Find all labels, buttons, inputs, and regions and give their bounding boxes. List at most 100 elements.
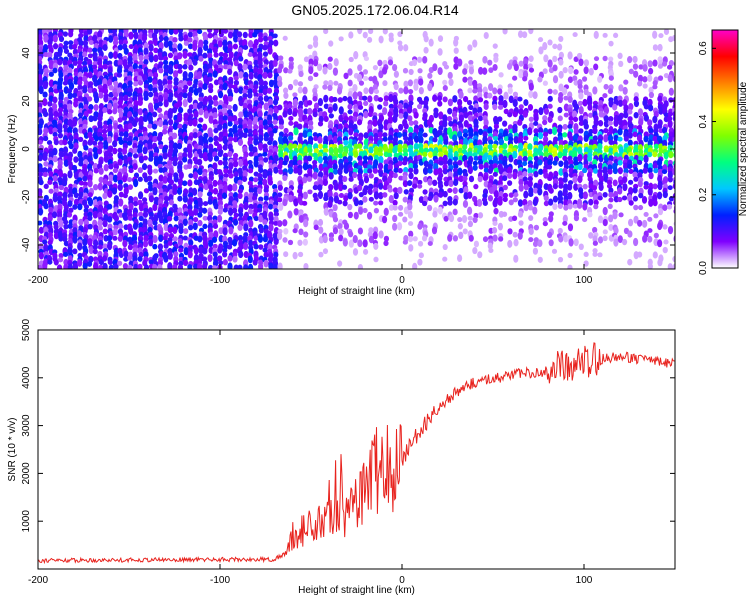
spectrogram-cell xyxy=(213,140,220,147)
spectrogram-cell xyxy=(102,255,108,262)
spectrogram-cell xyxy=(617,52,623,59)
spectrogram-cell xyxy=(162,128,168,135)
spectrogram-cell xyxy=(342,95,348,102)
spectrogram-cell xyxy=(533,155,539,162)
spectrogram-cell xyxy=(337,260,343,267)
spectrogram-cell xyxy=(461,215,468,224)
spectrogram-cell xyxy=(418,78,424,86)
spectrogram-cell xyxy=(368,146,374,154)
spectrogram-cell xyxy=(253,138,259,146)
spectrogram-cell xyxy=(242,31,248,39)
spectrogram-cell xyxy=(188,64,194,71)
spectrogram-cell xyxy=(87,139,93,146)
spectrogram-cell xyxy=(113,91,119,98)
spectrogram-cell xyxy=(482,174,489,182)
spectrogram-cell xyxy=(563,103,569,112)
spectrogram-cell xyxy=(98,167,104,175)
spectrogram-cell xyxy=(207,76,213,82)
spectrogram-cell xyxy=(497,222,503,231)
spectrogram-cell xyxy=(252,258,258,266)
spectrogram-cell xyxy=(592,158,598,166)
spectrogram-cell xyxy=(276,66,283,74)
spectrogram-cell xyxy=(477,91,483,99)
spectrogram-cell xyxy=(467,87,473,94)
spectrogram-cell xyxy=(452,235,459,242)
spectrogram-cell xyxy=(147,175,153,182)
spectrogram-cell xyxy=(112,168,118,174)
spectrogram-cell xyxy=(143,188,150,194)
spectrogram-cell xyxy=(417,103,423,110)
spectrogram-cell xyxy=(423,46,429,54)
spectrogram-cell xyxy=(263,124,269,130)
spectrogram-cell xyxy=(517,231,523,240)
spectrogram-cell xyxy=(278,150,284,159)
spectrogram-cell xyxy=(358,206,364,215)
spectrogram-cell xyxy=(647,228,653,233)
spectrogram-cell xyxy=(617,159,623,166)
spectrogram-cell xyxy=(198,55,204,62)
spectrogram-cell xyxy=(532,187,539,194)
spectrogram-cell xyxy=(172,36,178,43)
spectrogram-cell xyxy=(348,31,354,39)
spectrogram-cell xyxy=(187,31,194,38)
spectrogram-cell xyxy=(637,80,643,87)
spectrogram-cell xyxy=(467,114,474,122)
spectrogram-cell xyxy=(292,98,298,107)
spectrogram-cell xyxy=(357,105,364,110)
spectrogram-cell xyxy=(297,86,303,94)
spectrogram-cell xyxy=(233,160,239,168)
spectrogram-cell xyxy=(197,191,203,198)
spectrogram-cell xyxy=(547,128,553,135)
spectrogram-cell xyxy=(522,76,528,82)
spectrogram-cell xyxy=(182,235,188,241)
spectrogram-cell xyxy=(367,111,374,118)
spectrogram-cell xyxy=(142,210,149,218)
spectrogram-cell xyxy=(507,148,513,153)
spectrogram-cell xyxy=(147,123,153,129)
spectrogram-cell xyxy=(492,103,498,111)
spectrogram-cell xyxy=(552,183,558,190)
spectrogram-cell xyxy=(312,171,318,180)
y-tick-label: 2000 xyxy=(21,462,32,485)
spectrogram-cell xyxy=(608,75,614,81)
spectrogram-cell xyxy=(257,234,264,243)
spectrogram-cell xyxy=(538,151,544,158)
spectrogram-cell xyxy=(417,240,424,247)
spectrogram-cell xyxy=(406,106,413,114)
spectrogram-cell xyxy=(507,166,513,175)
spectrogram-cell xyxy=(672,182,675,190)
spectrogram-cell xyxy=(72,43,78,50)
spectrogram-cell xyxy=(148,211,154,218)
spectrogram-cell xyxy=(466,100,473,106)
spectrogram-cell xyxy=(67,223,73,229)
spectrogram-cell xyxy=(542,115,548,122)
spectrogram-cell xyxy=(58,70,64,79)
spectrogram-cell xyxy=(207,29,213,33)
spectrogram-cell xyxy=(338,36,344,42)
spectrogram-cell xyxy=(98,102,104,111)
spectrogram-cell xyxy=(437,206,443,215)
x-axis-label: Height of straight line (km) xyxy=(298,286,415,297)
spectrogram-cell xyxy=(87,223,93,230)
spectrogram-cell xyxy=(77,203,83,211)
spectrogram-cell xyxy=(573,128,579,136)
spectrogram-cell xyxy=(672,255,675,263)
spectrogram-cell xyxy=(208,264,214,269)
spectrogram-cell xyxy=(633,100,640,108)
spectrogram-cell xyxy=(142,146,148,155)
spectrogram-cell xyxy=(61,179,68,187)
spectrogram-cell xyxy=(158,188,164,195)
spectrogram-cell xyxy=(578,121,584,126)
spectrogram-cell xyxy=(597,143,603,151)
spectrogram-cell xyxy=(498,72,504,78)
spectrogram-cell xyxy=(382,107,388,116)
spectrogram-cell xyxy=(232,156,238,162)
spectrogram-cell xyxy=(487,195,494,202)
spectrogram-cell xyxy=(638,192,644,199)
spectrogram-cell xyxy=(88,104,94,111)
spectrogram-cell xyxy=(128,226,134,235)
spectrogram-cell xyxy=(357,168,363,175)
spectrogram-cell xyxy=(208,115,214,124)
spectrogram-cell xyxy=(246,99,253,105)
spectrogram-cell xyxy=(472,160,478,166)
